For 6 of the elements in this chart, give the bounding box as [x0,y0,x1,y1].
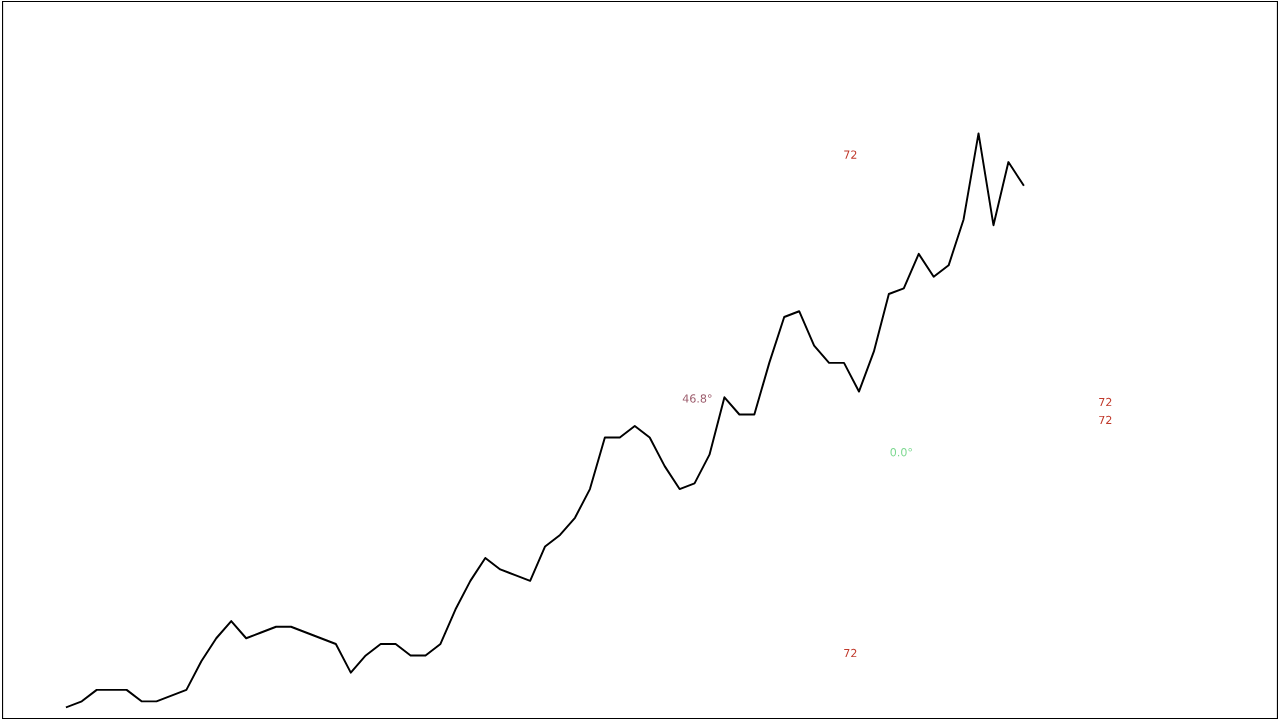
annotation: 72 [844,648,857,658]
text: 72 [1099,397,1112,407]
text: 72 [1099,415,1112,425]
annotation: 46.8° [682,394,712,403]
annotation: 0.0° [890,448,912,457]
annotation: 72 [844,150,857,159]
